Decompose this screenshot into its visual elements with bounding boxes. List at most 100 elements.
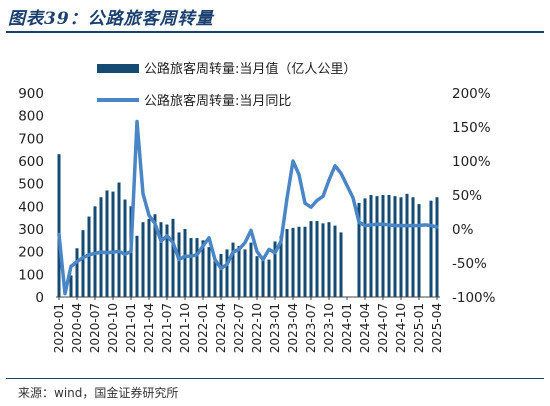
x-tick-label: 2021-07	[160, 303, 174, 353]
line-point	[400, 225, 402, 227]
bar	[201, 240, 205, 297]
bottom-rule	[6, 378, 544, 379]
bar	[267, 259, 271, 297]
bar	[87, 216, 91, 297]
line-point	[220, 267, 222, 270]
line-point	[148, 214, 150, 216]
line-point	[346, 184, 348, 187]
bar	[309, 221, 313, 297]
x-tick-label: 2025-01	[412, 303, 426, 353]
line-point	[340, 172, 342, 174]
bar	[387, 195, 391, 297]
bar	[327, 222, 331, 297]
y-right-tick-label: -50%	[452, 256, 487, 272]
y-right-axis: -100% -50% 0% 50% 100% 150% 200%	[452, 86, 496, 306]
legend-line-label: 公路旅客周转量:当月同比	[144, 93, 291, 109]
x-tick-label: 2023-10	[322, 303, 336, 353]
bar	[393, 196, 397, 297]
bar	[357, 202, 361, 297]
y-left-tick-label: 0	[35, 290, 44, 306]
line-point	[214, 259, 216, 261]
x-tick-label: 2023-01	[268, 303, 282, 353]
bar	[75, 248, 79, 297]
title-rule	[6, 31, 544, 33]
line-point	[370, 224, 372, 226]
line-point	[226, 263, 228, 265]
line-point	[106, 252, 108, 254]
line-point	[70, 265, 72, 267]
bar	[291, 227, 295, 297]
bar	[207, 247, 211, 297]
line-point	[250, 229, 252, 231]
bar	[297, 226, 301, 297]
line-point	[64, 293, 66, 295]
x-tick-label: 2021-04	[142, 303, 156, 353]
bar	[189, 238, 193, 297]
line-point	[184, 255, 186, 257]
bar	[237, 246, 241, 297]
x-axis: 2020-01 2020-04 2020-07 2020-10 2021-01 2021-…	[52, 297, 444, 353]
bar	[153, 214, 157, 297]
line-point	[328, 179, 330, 181]
bar	[285, 229, 289, 297]
bar	[339, 232, 343, 297]
line-point	[118, 250, 120, 253]
line-point	[124, 253, 126, 255]
line-point	[100, 251, 102, 253]
bar	[231, 242, 235, 297]
y-left-axis: 0 100 200 300 400 500 600 700 800 900	[18, 86, 44, 306]
bar	[405, 193, 409, 297]
line-point	[142, 193, 144, 195]
source-note: 来源：wind，国金证券研究所	[18, 386, 179, 400]
bar	[273, 241, 277, 297]
line-point	[82, 256, 84, 259]
bar	[99, 197, 103, 297]
x-tick-label: 2020-10	[106, 303, 120, 353]
line-point	[154, 222, 156, 225]
legend: 公路旅客周转量:当月值（亿人公里） 公路旅客周转量:当月同比	[97, 61, 356, 109]
line-point	[112, 251, 114, 253]
line-point	[262, 259, 264, 261]
line-point	[232, 251, 234, 253]
x-tick-label: 2024-10	[394, 303, 408, 353]
line-point	[178, 259, 180, 261]
bar	[213, 258, 217, 297]
bar	[147, 218, 151, 297]
line-point	[196, 254, 198, 256]
y-left-tick-label: 400	[18, 199, 44, 215]
line-point	[376, 223, 378, 225]
line-point	[364, 225, 366, 227]
y-left-tick-label: 700	[18, 131, 44, 147]
line-point	[316, 199, 318, 202]
bar	[321, 223, 325, 297]
bar	[57, 154, 61, 297]
y-right-tick-label: -100%	[452, 290, 496, 306]
x-tick-label: 2020-07	[88, 303, 102, 353]
line-point	[382, 223, 384, 225]
bar	[243, 249, 247, 297]
bar	[261, 258, 265, 297]
legend-bar-label: 公路旅客周转量:当月值（亿人公里）	[144, 61, 356, 77]
bar	[429, 200, 433, 297]
line-point	[298, 174, 300, 176]
line-point	[424, 224, 426, 226]
bar	[315, 221, 319, 297]
bar	[93, 206, 97, 297]
bar	[255, 256, 259, 297]
line-point	[208, 237, 210, 239]
bar	[135, 235, 139, 297]
bar	[411, 197, 415, 297]
bar	[171, 218, 175, 297]
y-right-tick-label: 100%	[452, 154, 491, 170]
line-series	[57, 119, 439, 296]
line-point	[58, 233, 60, 236]
bar	[363, 198, 367, 297]
line-point	[94, 252, 96, 255]
x-tick-label: 2023-07	[304, 303, 318, 353]
x-tick-label: 2022-07	[232, 303, 246, 353]
x-tick-label: 2021-10	[178, 303, 192, 353]
bar	[225, 249, 229, 297]
x-tick-label: 2024-07	[376, 303, 390, 353]
line-point	[76, 261, 78, 263]
